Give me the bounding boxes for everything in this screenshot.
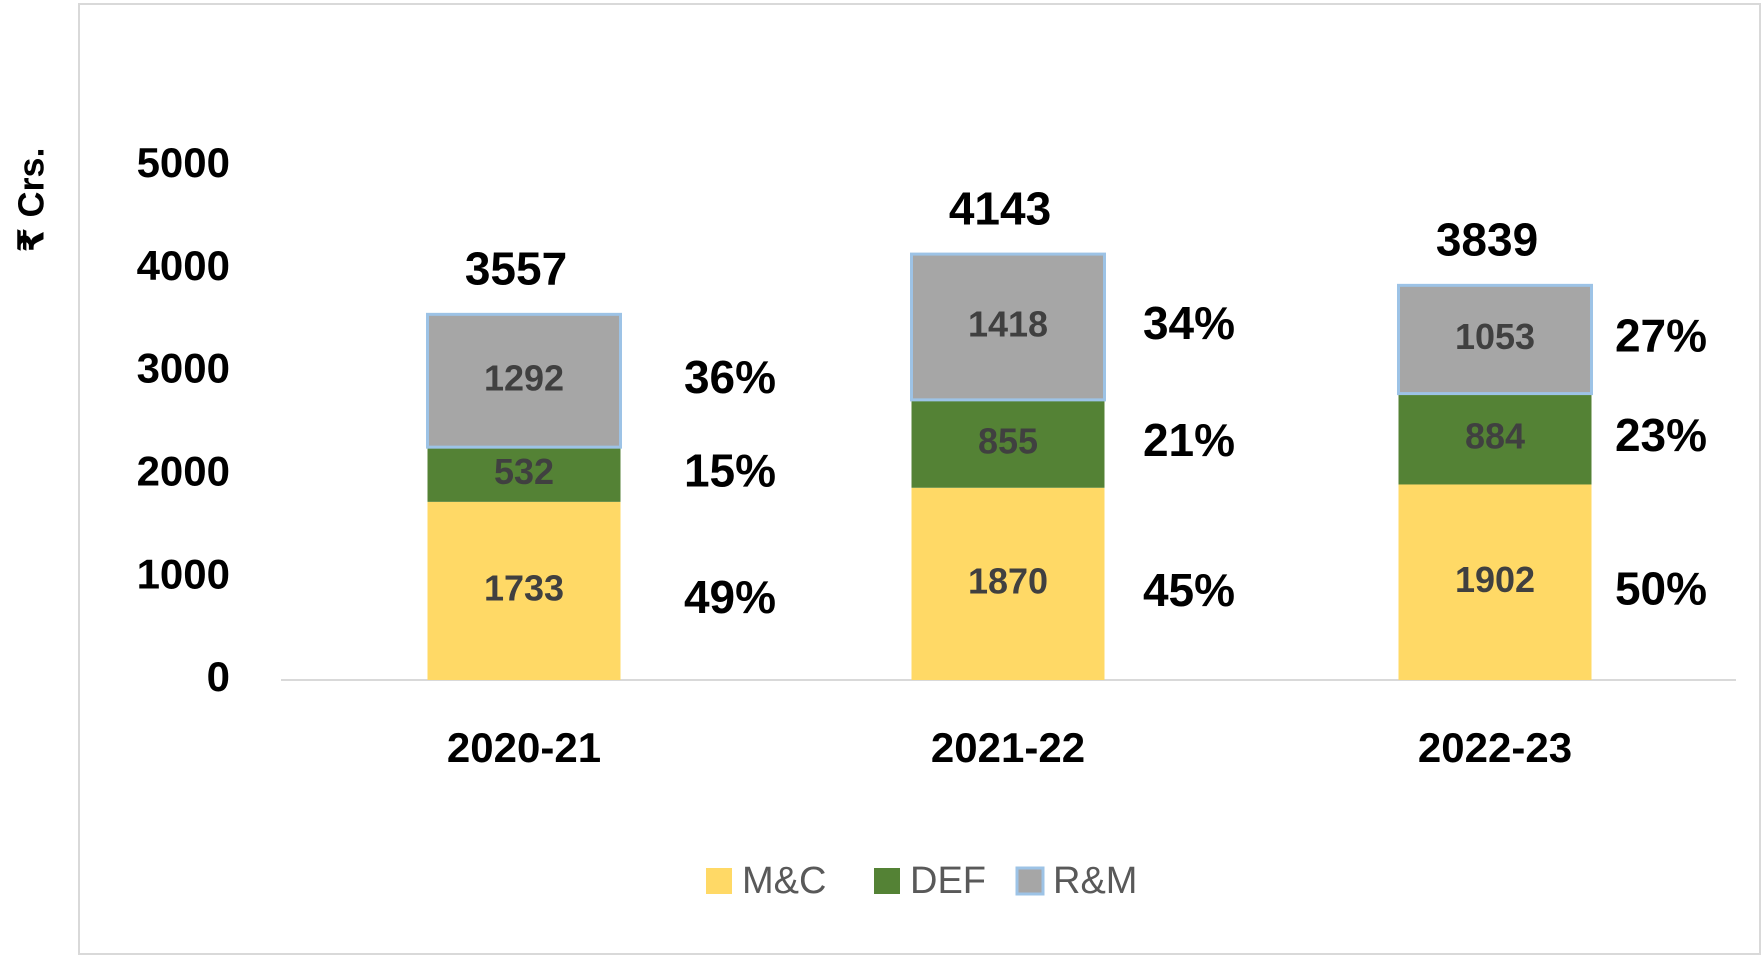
x-tick-label: 2021-22 bbox=[931, 724, 1085, 771]
share-label: 34% bbox=[1143, 297, 1235, 349]
bar-segment bbox=[1397, 283, 1593, 396]
data-label: 1902 bbox=[1455, 559, 1535, 600]
y-tick-label: 1000 bbox=[137, 550, 230, 597]
y-axis-label: ₹ Crs. bbox=[11, 147, 52, 252]
data-label: 884 bbox=[1465, 416, 1525, 457]
share-label: 45% bbox=[1143, 564, 1235, 616]
share-label: 15% bbox=[684, 445, 776, 497]
y-tick-label: 3000 bbox=[137, 345, 230, 392]
x-tick-label: 2022-23 bbox=[1418, 724, 1572, 771]
bar-segment bbox=[911, 399, 1105, 488]
bar-segment bbox=[426, 312, 622, 449]
share-label: 23% bbox=[1615, 409, 1707, 461]
y-tick-label: 0 bbox=[207, 653, 230, 700]
share-label: 50% bbox=[1615, 562, 1707, 614]
data-label: 532 bbox=[494, 451, 554, 492]
bar-segment bbox=[1398, 393, 1592, 485]
y-tick-label: 2000 bbox=[137, 447, 230, 494]
data-label: 1418 bbox=[968, 304, 1048, 345]
legend-label: R&M bbox=[1053, 860, 1137, 902]
share-label: 49% bbox=[684, 571, 776, 623]
total-label: 3839 bbox=[1436, 214, 1538, 266]
data-label: 1733 bbox=[484, 567, 564, 608]
bar-segment bbox=[1398, 484, 1592, 680]
data-label: 1870 bbox=[968, 560, 1048, 601]
x-tick-label: 2020-21 bbox=[447, 724, 601, 771]
data-label: 1292 bbox=[484, 357, 564, 398]
legend-swatch bbox=[874, 868, 900, 894]
legend-label: DEF bbox=[910, 860, 986, 902]
share-label: 27% bbox=[1615, 310, 1707, 362]
total-label: 4143 bbox=[949, 182, 1051, 234]
data-label: 1053 bbox=[1455, 316, 1535, 357]
legend-swatch bbox=[1015, 866, 1045, 896]
bar-segment bbox=[427, 447, 621, 502]
share-label: 36% bbox=[684, 351, 776, 403]
bar-segment bbox=[911, 487, 1105, 680]
total-label: 3557 bbox=[465, 242, 567, 294]
legend-swatch bbox=[706, 868, 732, 894]
bar-segment bbox=[910, 252, 1106, 402]
bar-segment bbox=[427, 501, 621, 680]
legend-label: M&C bbox=[742, 860, 826, 902]
y-tick-label: 4000 bbox=[137, 242, 230, 289]
y-tick-label: 5000 bbox=[137, 139, 230, 186]
data-label: 855 bbox=[978, 420, 1038, 461]
share-label: 21% bbox=[1143, 414, 1235, 466]
